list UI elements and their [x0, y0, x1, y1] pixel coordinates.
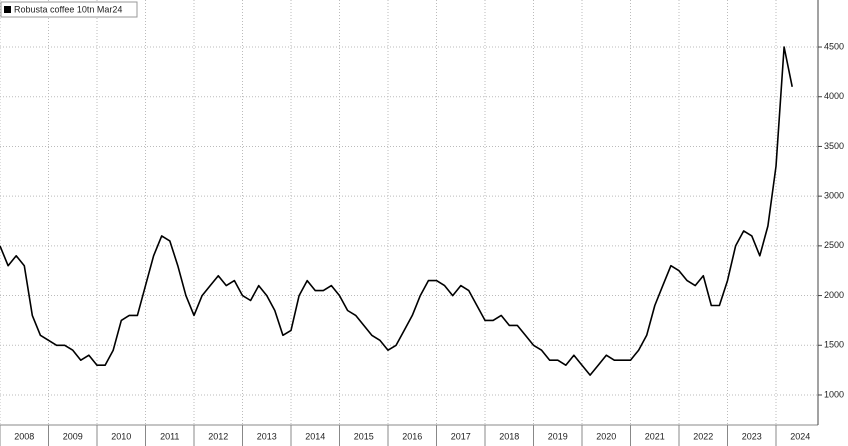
y-tick-label: 3000	[824, 191, 844, 201]
x-tick-label: 2023	[742, 431, 762, 441]
x-tick-label: 2024	[790, 431, 810, 441]
legend-label: Robusta coffee 10tn Mar24	[14, 4, 122, 14]
legend-swatch	[4, 6, 11, 13]
x-tick-label: 2011	[160, 431, 179, 441]
x-tick-label: 2015	[354, 431, 374, 441]
x-tick-label: 2009	[63, 431, 83, 441]
x-tick-label: 2017	[451, 431, 471, 441]
y-tick-label: 3500	[824, 141, 844, 151]
y-tick-label: 1000	[824, 389, 844, 399]
legend-box	[0, 1, 138, 18]
y-tick-label: 2500	[824, 240, 844, 250]
x-tick-label: 2022	[693, 431, 713, 441]
line-series	[0, 46, 793, 376]
y-tick-label: 1500	[824, 340, 844, 350]
y-tick-label: 2000	[824, 290, 844, 300]
x-tick-label: 2008	[14, 431, 34, 441]
legend: Robusta coffee 10tn Mar24	[0, 1, 138, 18]
x-tick-label: 2010	[111, 431, 131, 441]
x-tick-label: 2013	[257, 431, 277, 441]
x-tick-label: 2012	[208, 431, 228, 441]
x-tick-label: 2021	[645, 431, 665, 441]
x-tick-label: 2019	[548, 431, 568, 441]
x-tick-label: 2020	[596, 431, 616, 441]
x-tick-label: 2018	[499, 431, 519, 441]
x-tick-label: 2014	[305, 431, 325, 441]
y-tick-label: 4500	[824, 41, 844, 51]
y-tick-label: 4000	[824, 91, 844, 101]
x-tick-label: 2016	[402, 431, 422, 441]
